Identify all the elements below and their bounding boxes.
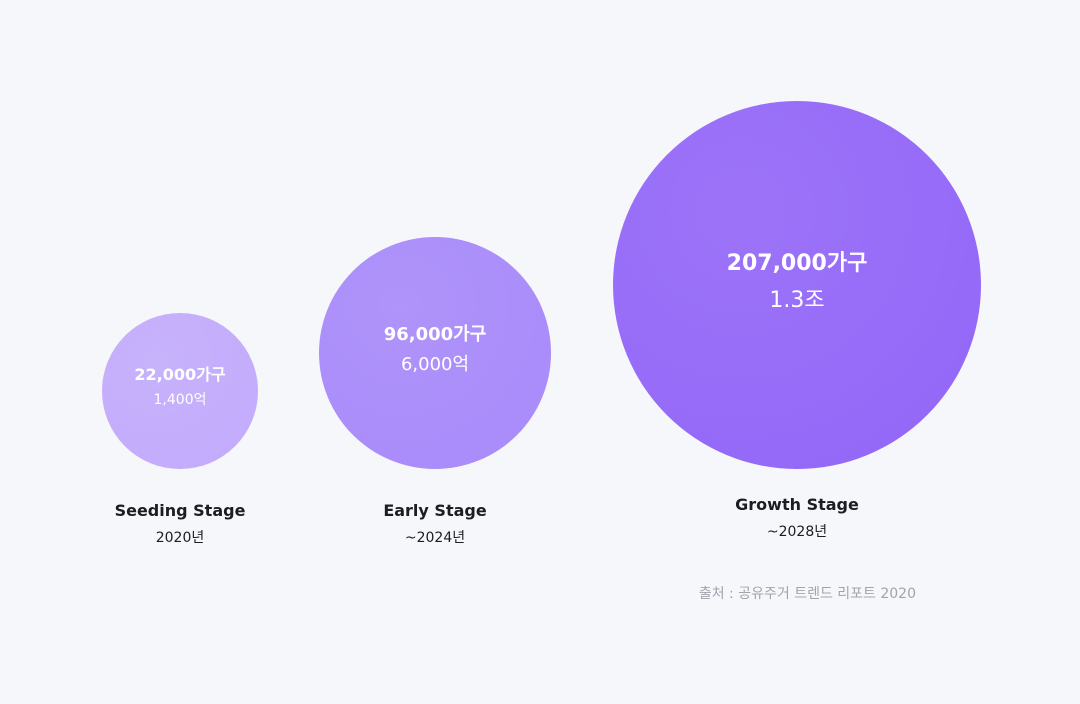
stage-period: ~2028년 [767, 524, 827, 540]
bubble-growth-stage [613, 101, 981, 469]
stage-name: Growth Stage [735, 495, 859, 514]
source-note: 출처 : 공유주거 트렌드 리포트 2020 [699, 586, 916, 602]
stage-period: ~2024년 [405, 530, 465, 546]
stage-period: 2020년 [156, 530, 205, 546]
bubble-households-label: 96,000가구 [384, 324, 487, 345]
stage-name: Seeding Stage [115, 501, 246, 520]
bubble-households-label: 22,000가구 [134, 365, 225, 384]
bubble-market-size-label: 1,400억 [154, 392, 207, 408]
bubble-households-label: 207,000가구 [727, 251, 868, 276]
bubble-market-size-label: 1.3조 [769, 288, 824, 313]
bubble-market-size-label: 6,000억 [401, 354, 469, 375]
stage-name: Early Stage [383, 501, 487, 520]
bubble-early-stage [319, 237, 551, 469]
bubble-seeding-stage [102, 313, 258, 469]
